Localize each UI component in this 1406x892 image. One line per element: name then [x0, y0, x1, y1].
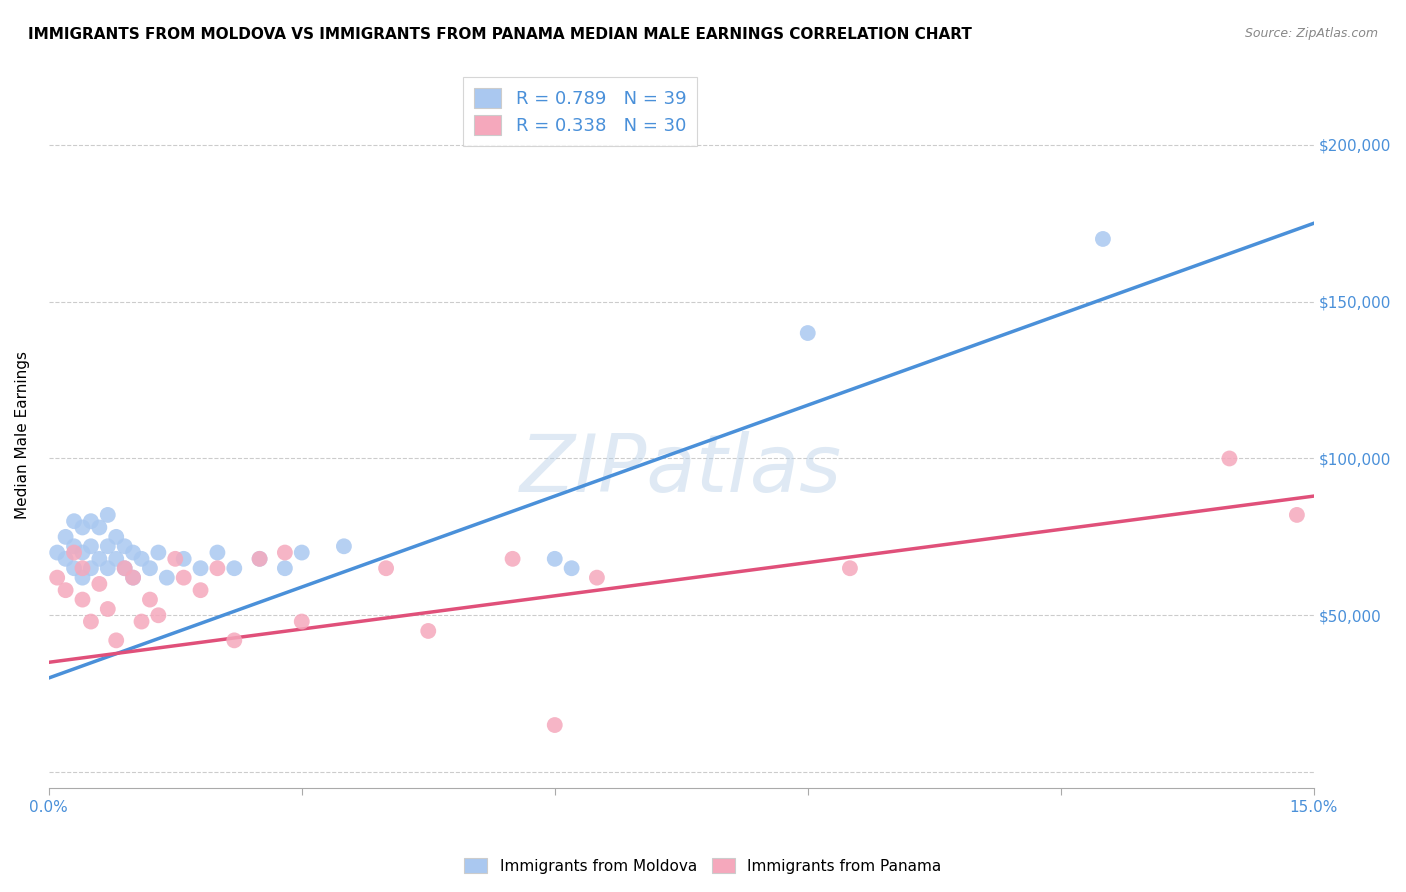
Point [165, 551, 187, 566]
Point [291, 615, 314, 629]
Point [105, 530, 128, 544]
Point [207, 545, 229, 559]
Point [156, 571, 179, 585]
Point [375, 561, 398, 575]
Point [72, 592, 94, 607]
Point [89, 577, 111, 591]
Point [148, 545, 170, 559]
Y-axis label: Median Male Earnings: Median Male Earnings [15, 351, 30, 519]
Point [190, 561, 212, 575]
Point [63, 539, 86, 553]
Point [89, 551, 111, 566]
Point [139, 561, 162, 575]
Point [97, 539, 120, 553]
Point [502, 551, 524, 566]
Point [63, 545, 86, 559]
Point [274, 561, 297, 575]
Point [105, 633, 128, 648]
Point [544, 718, 567, 732]
Point [418, 624, 440, 638]
Point [80, 539, 103, 553]
Point [1285, 508, 1308, 522]
Point [114, 561, 136, 575]
Point [97, 602, 120, 616]
Point [224, 561, 246, 575]
Point [97, 508, 120, 522]
Point [80, 514, 103, 528]
Point [797, 326, 820, 340]
Point [63, 514, 86, 528]
Point [139, 592, 162, 607]
Point [72, 545, 94, 559]
Point [586, 571, 609, 585]
Point [249, 551, 271, 566]
Point [55, 551, 77, 566]
Point [72, 520, 94, 534]
Point [80, 615, 103, 629]
Point [97, 561, 120, 575]
Point [72, 571, 94, 585]
Point [46, 571, 69, 585]
Point [114, 539, 136, 553]
Point [249, 551, 271, 566]
Point [122, 571, 145, 585]
Text: ZIPatlas: ZIPatlas [520, 431, 842, 509]
Point [173, 571, 195, 585]
Point [72, 561, 94, 575]
Point [131, 615, 153, 629]
Point [55, 583, 77, 598]
Point [1091, 232, 1114, 246]
Point [105, 551, 128, 566]
Point [131, 551, 153, 566]
Point [561, 561, 583, 575]
Point [333, 539, 356, 553]
Legend: Immigrants from Moldova, Immigrants from Panama: Immigrants from Moldova, Immigrants from… [458, 852, 948, 880]
Point [173, 551, 195, 566]
Legend: R = 0.789   N = 39, R = 0.338   N = 30: R = 0.789 N = 39, R = 0.338 N = 30 [463, 77, 697, 145]
Text: IMMIGRANTS FROM MOLDOVA VS IMMIGRANTS FROM PANAMA MEDIAN MALE EARNINGS CORRELATI: IMMIGRANTS FROM MOLDOVA VS IMMIGRANTS FR… [28, 27, 972, 42]
Point [274, 545, 297, 559]
Point [1218, 451, 1240, 466]
Point [122, 545, 145, 559]
Point [224, 633, 246, 648]
Point [207, 561, 229, 575]
Text: Source: ZipAtlas.com: Source: ZipAtlas.com [1244, 27, 1378, 40]
Point [291, 545, 314, 559]
Point [838, 561, 860, 575]
Point [114, 561, 136, 575]
Point [89, 520, 111, 534]
Point [80, 561, 103, 575]
Point [63, 561, 86, 575]
Point [148, 608, 170, 623]
Point [46, 545, 69, 559]
Point [55, 530, 77, 544]
Point [544, 551, 567, 566]
Point [190, 583, 212, 598]
Point [122, 571, 145, 585]
